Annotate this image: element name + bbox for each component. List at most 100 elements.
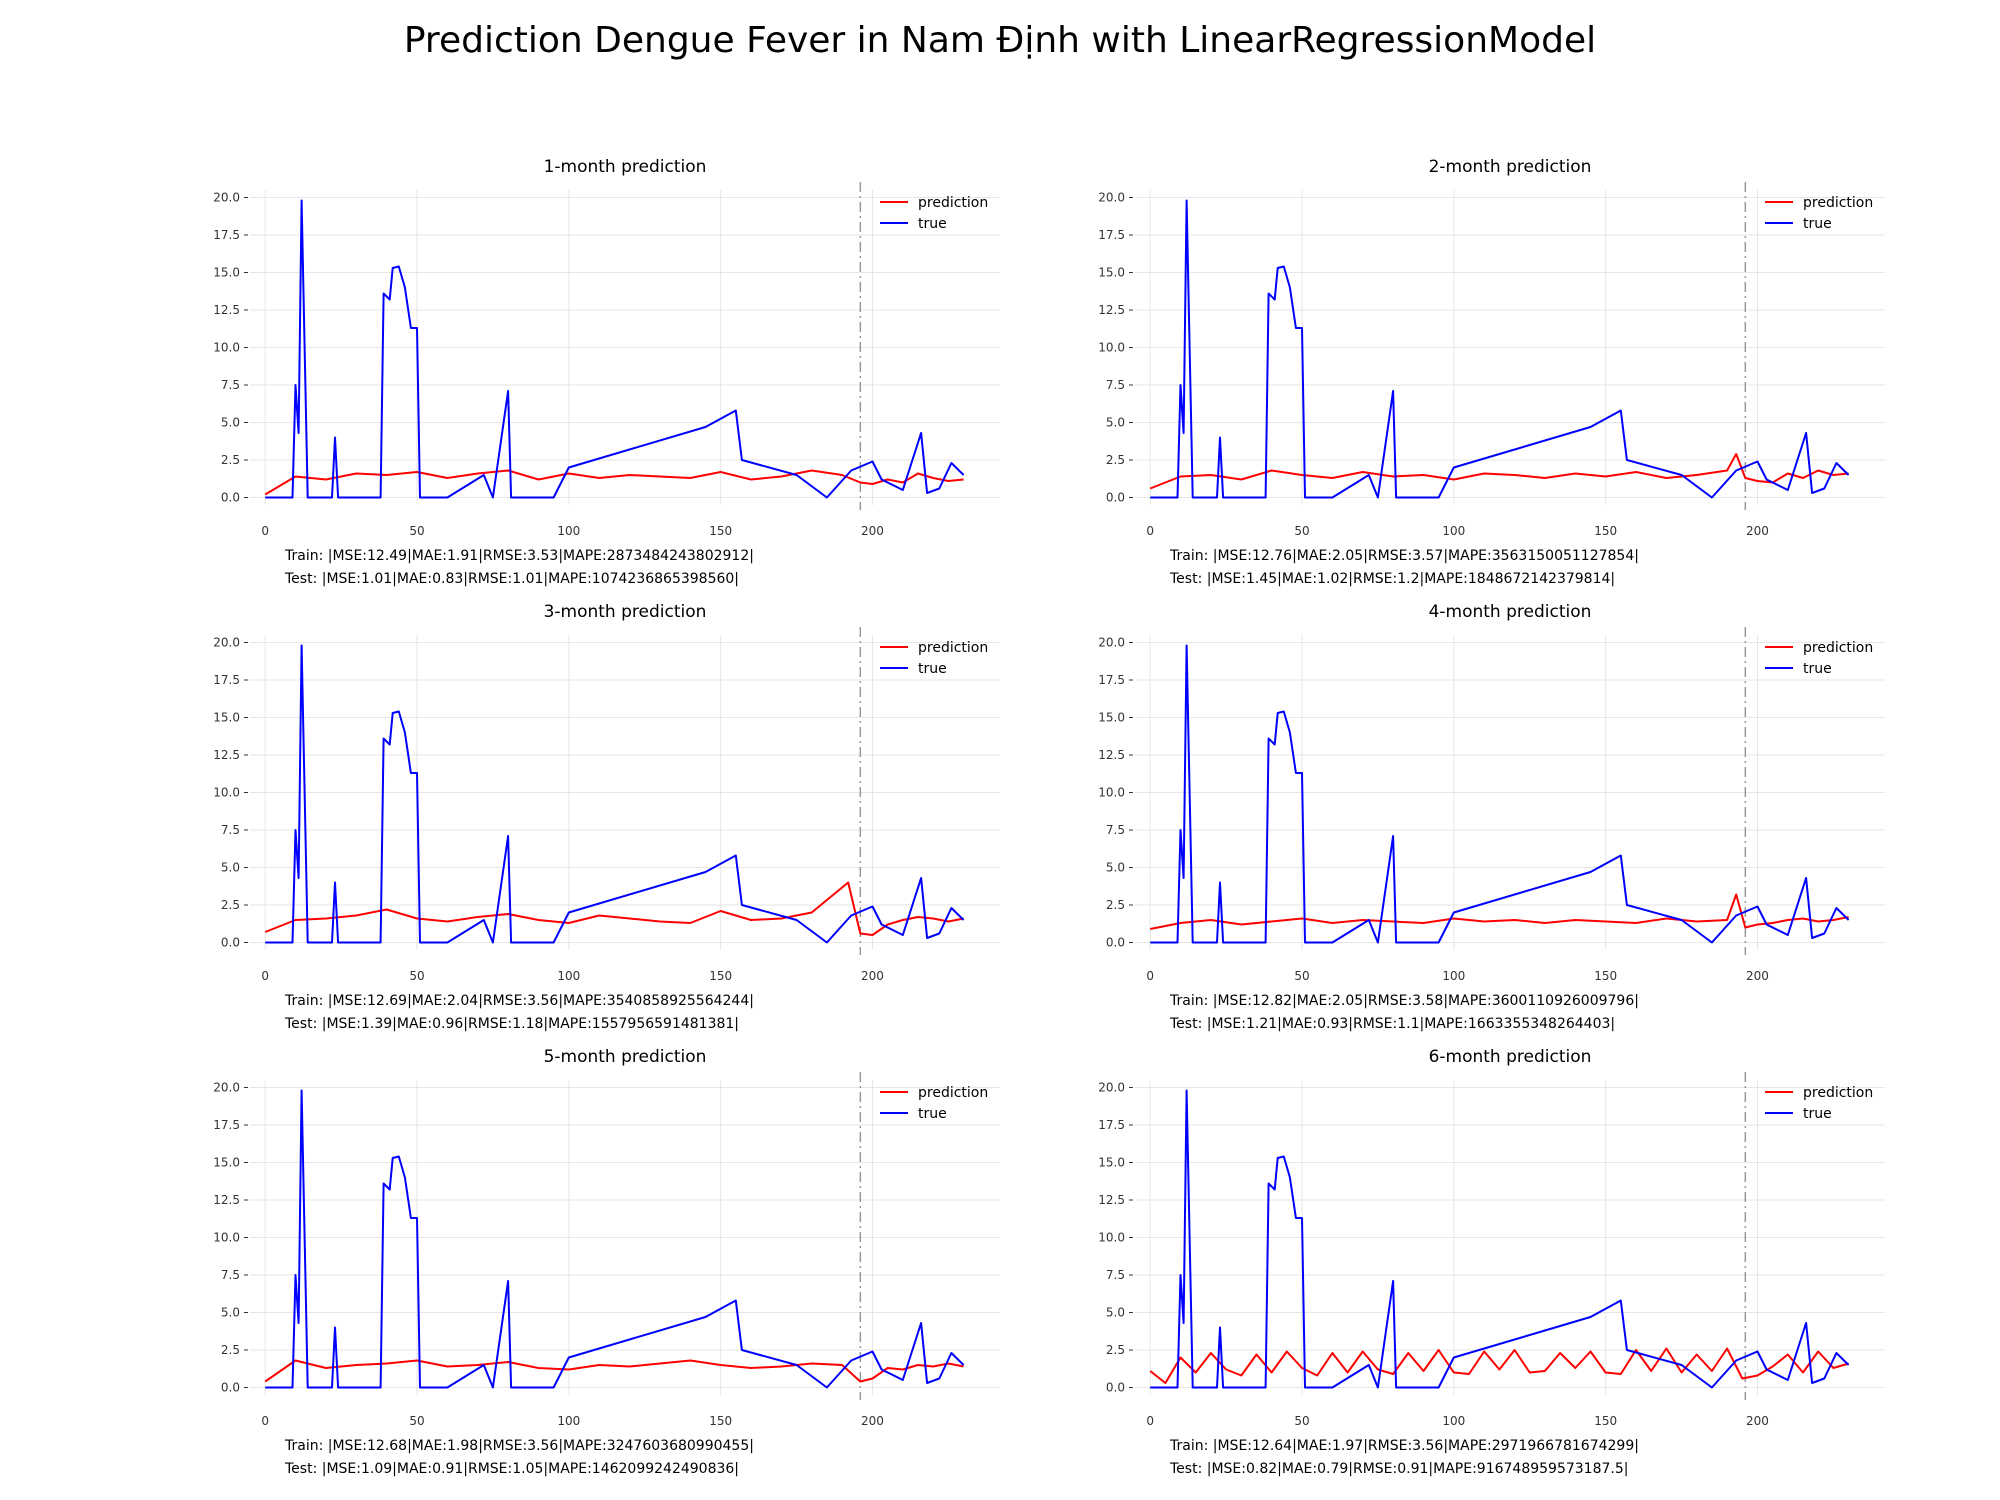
x-tick-label: 100 (1442, 524, 1465, 538)
y-tick-label: 2.5 (221, 453, 240, 467)
y-tick-label: 0.0 (1106, 1381, 1125, 1395)
legend: prediction true (1765, 640, 1873, 677)
legend-label-prediction: prediction (1803, 640, 1873, 656)
x-tick-label: 50 (1294, 524, 1309, 538)
test-metrics: Test: |MSE:1.21|MAE:0.93|RMSE:1.1|MAPE:1… (1169, 1016, 1615, 1032)
series-line-prediction (1150, 893, 1849, 930)
x-tick-label: 200 (861, 1414, 884, 1428)
series-line-prediction (1149, 453, 1849, 490)
y-tick-label: 15.0 (213, 1156, 240, 1170)
legend-label-prediction: prediction (1803, 1085, 1873, 1101)
x-tick-label: 50 (1294, 969, 1309, 983)
legend-label-true: true (918, 661, 947, 677)
x-tick-label: 50 (409, 969, 424, 983)
y-tick-label: 10.0 (213, 1231, 240, 1245)
subplot-1: 0.0 2.5 5.0 7.5 10.0 12.5 15.0 17.5 20.0 0 50 100 15… (213, 157, 1000, 587)
x-tick-label: 50 (1294, 1414, 1309, 1428)
series-line-prediction (264, 1359, 964, 1383)
x-tick-label: 200 (861, 524, 884, 538)
series-line-true (265, 1089, 965, 1389)
y-tick-label: 2.5 (1106, 898, 1125, 912)
y-tick-label: 0.0 (221, 1381, 240, 1395)
y-tick-label: 17.5 (213, 1118, 240, 1132)
legend-label-prediction: prediction (918, 195, 988, 211)
test-metrics: Test: |MSE:1.45|MAE:1.02|RMSE:1.2|MAPE:1… (1169, 571, 1615, 587)
legend-label-true: true (1803, 216, 1832, 232)
subplot-title: 1-month prediction (544, 157, 707, 177)
x-tick-label: 150 (1594, 969, 1617, 983)
y-tick-label: 7.5 (221, 1268, 240, 1282)
subplot-6: 0.0 2.5 5.0 7.5 10.0 12.5 15.0 17.5 20.0 0 50 100 15… (1098, 1047, 1885, 1477)
y-tick-label: 2.5 (221, 898, 240, 912)
y-tick-label: 20.0 (213, 1081, 240, 1095)
train-metrics: Train: |MSE:12.69|MAE:2.04|RMSE:3.56|MAP… (284, 993, 754, 1009)
test-metrics: Test: |MSE:1.01|MAE:0.83|RMSE:1.01|MAPE:… (284, 571, 739, 587)
legend-label-true: true (1803, 1106, 1832, 1122)
y-tick-label: 15.0 (1098, 1156, 1125, 1170)
y-tick-label: 15.0 (1098, 266, 1125, 280)
train-metrics: Train: |MSE:12.64|MAE:1.97|RMSE:3.56|MAP… (1169, 1438, 1639, 1454)
subplot-title: 3-month prediction (544, 602, 707, 622)
x-tick-label: 100 (557, 1414, 580, 1428)
x-tick-label: 200 (1746, 969, 1769, 983)
y-tick-label: 17.5 (1098, 1118, 1125, 1132)
legend-label-true: true (918, 216, 947, 232)
y-tick-label: 12.5 (213, 1193, 240, 1207)
series-line-true (1150, 1089, 1850, 1389)
x-tick-label: 150 (709, 969, 732, 983)
y-tick-label: 7.5 (1106, 823, 1125, 837)
x-tick-label: 150 (709, 524, 732, 538)
x-tick-label: 200 (1746, 1414, 1769, 1428)
legend-label-prediction: prediction (1803, 195, 1873, 211)
x-tick-label: 100 (1442, 969, 1465, 983)
y-tick-label: 7.5 (1106, 378, 1125, 392)
y-tick-label: 12.5 (1098, 303, 1125, 317)
legend: prediction true (1765, 195, 1873, 232)
y-tick-label: 12.5 (1098, 748, 1125, 762)
y-tick-label: 7.5 (221, 378, 240, 392)
y-tick-label: 5.0 (221, 861, 240, 875)
x-tick-label: 0 (1146, 969, 1154, 983)
subplot-4: 0.0 2.5 5.0 7.5 10.0 12.5 15.0 17.5 20.0 0 50 100 15… (1098, 602, 1885, 1032)
series-line-true (1150, 199, 1850, 499)
y-tick-label: 0.0 (1106, 936, 1125, 950)
x-tick-label: 100 (1442, 1414, 1465, 1428)
y-tick-label: 15.0 (213, 266, 240, 280)
y-tick-label: 20.0 (213, 191, 240, 205)
y-tick-label: 5.0 (1106, 861, 1125, 875)
y-tick-label: 12.5 (213, 748, 240, 762)
series-line-prediction (1149, 1347, 1849, 1384)
series-line-true (265, 644, 965, 944)
subplot-title: 4-month prediction (1429, 602, 1592, 622)
train-metrics: Train: |MSE:12.68|MAE:1.98|RMSE:3.56|MAP… (284, 1438, 754, 1454)
legend-label-prediction: prediction (918, 640, 988, 656)
x-tick-label: 0 (1146, 1414, 1154, 1428)
y-tick-label: 20.0 (1098, 191, 1125, 205)
y-tick-label: 15.0 (1098, 711, 1125, 725)
y-tick-label: 20.0 (1098, 636, 1125, 650)
x-tick-label: 200 (861, 969, 884, 983)
x-tick-label: 0 (1146, 524, 1154, 538)
legend-label-true: true (1803, 661, 1832, 677)
y-tick-label: 17.5 (213, 228, 240, 242)
subplot-3: 0.0 2.5 5.0 7.5 10.0 12.5 15.0 17.5 20.0 0 50 100 15… (213, 602, 1000, 1032)
legend: prediction true (880, 1085, 988, 1122)
y-tick-label: 7.5 (221, 823, 240, 837)
x-tick-label: 0 (261, 524, 269, 538)
legend: prediction true (1765, 1085, 1873, 1122)
subplot-title: 6-month prediction (1429, 1047, 1592, 1067)
y-tick-label: 5.0 (221, 1306, 240, 1320)
test-metrics: Test: |MSE:1.09|MAE:0.91|RMSE:1.05|MAPE:… (284, 1461, 739, 1477)
y-tick-label: 2.5 (221, 1343, 240, 1357)
y-tick-label: 10.0 (1098, 341, 1125, 355)
figure-title: Prediction Dengue Fever in Nam Định with… (403, 20, 1597, 61)
series-line-prediction (264, 469, 964, 496)
subplot-2: 0.0 2.5 5.0 7.5 10.0 12.5 15.0 17.5 20.0 0 50 100 15… (1098, 157, 1885, 587)
y-tick-label: 10.0 (213, 786, 240, 800)
y-tick-label: 12.5 (1098, 1193, 1125, 1207)
subplot-title: 5-month prediction (544, 1047, 707, 1067)
x-tick-label: 0 (261, 969, 269, 983)
subplot-title: 2-month prediction (1429, 157, 1592, 177)
y-tick-label: 10.0 (1098, 1231, 1125, 1245)
